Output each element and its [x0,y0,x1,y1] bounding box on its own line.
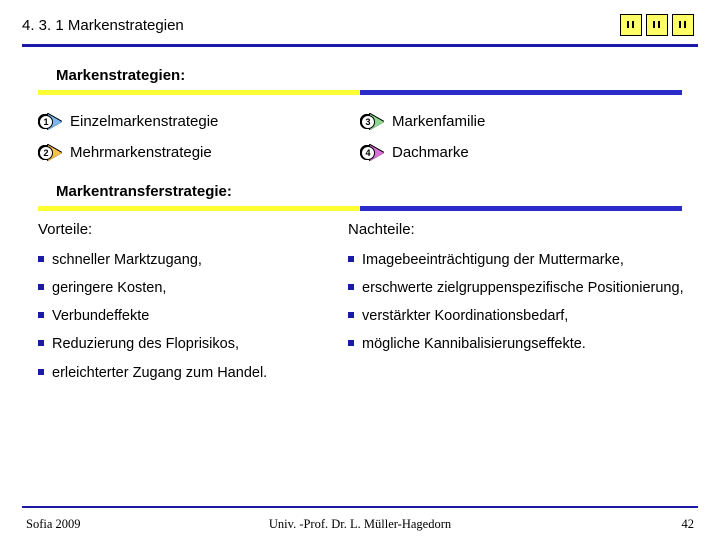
section-title-strategies: Markenstrategien: [0,47,720,90]
footer-rule [22,506,698,508]
strategy-label: Dachmarke [392,144,469,161]
corner-icon [620,14,642,36]
number-badge: 2 [39,146,53,160]
nachteile-heading: Nachteile: [348,221,690,238]
list-item: erschwerte zielgruppenspezifische Positi… [348,274,690,302]
list-item: Reduzierung des Floprisikos, [38,330,338,358]
section-title-transfer: Markentransferstrategie: [0,169,720,206]
strategy-label: Einzelmarkenstrategie [70,113,218,130]
triangle-icon: 1 [48,114,62,130]
list-item: geringere Kosten, [38,274,338,302]
list-item: Verbundeffekte [38,302,338,330]
footer-center: Univ. -Prof. Dr. L. Müller-Hagedorn [0,517,720,532]
strategy-label: Mehrmarkenstrategie [70,144,212,161]
corner-icon-group [620,14,694,36]
list-item: Imagebeeinträchtigung der Muttermarke, [348,246,690,274]
corner-icon [646,14,668,36]
chapter-label: 4. 3. 1 Markenstrategien [22,17,184,34]
strategies-grid: 1 Einzelmarkenstrategie 3 Markenfamilie … [0,95,720,169]
strategy-item: 4 Dachmarke [360,144,682,161]
vorteile-heading: Vorteile: [38,221,338,238]
number-badge: 3 [361,115,375,129]
number-badge: 4 [361,146,375,160]
corner-icon [672,14,694,36]
list-item: mögliche Kannibalisierungseffekte. [348,330,690,358]
strategy-item: 3 Markenfamilie [360,113,682,130]
vorteile-list: schneller Marktzugang, geringere Kosten,… [38,246,338,387]
triangle-icon: 2 [48,145,62,161]
strategy-item: 2 Mehrmarkenstrategie [38,144,360,161]
number-badge: 1 [39,115,53,129]
strategy-item: 1 Einzelmarkenstrategie [38,113,360,130]
triangle-icon: 3 [370,114,384,130]
list-item: verstärkter Koordinationsbedarf, [348,302,690,330]
triangle-icon: 4 [370,145,384,161]
list-item: erleichterter Zugang zum Handel. [38,359,338,387]
nachteile-list: Imagebeeinträchtigung der Muttermarke, e… [348,246,690,359]
strategy-label: Markenfamilie [392,113,485,130]
list-item: schneller Marktzugang, [38,246,338,274]
footer: Sofia 2009 Univ. -Prof. Dr. L. Müller-Ha… [0,517,720,532]
